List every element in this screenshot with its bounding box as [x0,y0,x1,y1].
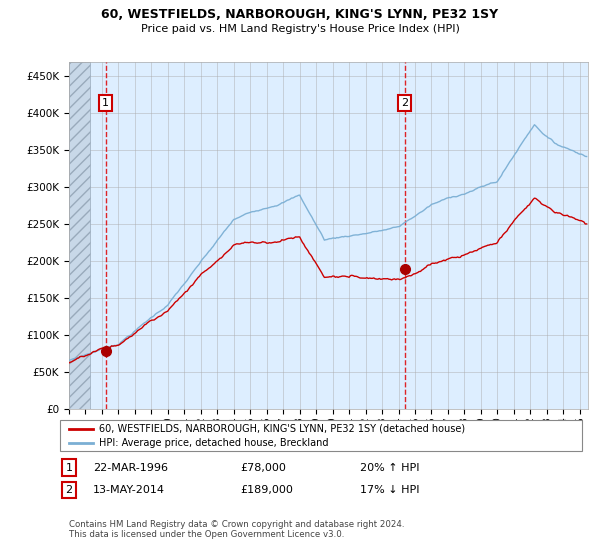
Text: £189,000: £189,000 [240,485,293,495]
Text: Contains HM Land Registry data © Crown copyright and database right 2024.
This d: Contains HM Land Registry data © Crown c… [69,520,404,539]
Text: 17% ↓ HPI: 17% ↓ HPI [360,485,419,495]
Text: 2: 2 [65,485,73,495]
Text: HPI: Average price, detached house, Breckland: HPI: Average price, detached house, Brec… [99,438,329,448]
Text: 2: 2 [401,98,408,108]
Text: Price paid vs. HM Land Registry's House Price Index (HPI): Price paid vs. HM Land Registry's House … [140,24,460,34]
Text: 1: 1 [65,463,73,473]
Text: £78,000: £78,000 [240,463,286,473]
Text: 22-MAR-1996: 22-MAR-1996 [93,463,168,473]
Bar [69,62,91,409]
Text: 13-MAY-2014: 13-MAY-2014 [93,485,165,495]
Text: 60, WESTFIELDS, NARBOROUGH, KING'S LYNN, PE32 1SY (detached house): 60, WESTFIELDS, NARBOROUGH, KING'S LYNN,… [99,423,465,433]
Text: 1: 1 [102,98,109,108]
Text: 60, WESTFIELDS, NARBOROUGH, KING'S LYNN, PE32 1SY: 60, WESTFIELDS, NARBOROUGH, KING'S LYNN,… [101,8,499,21]
Text: 20% ↑ HPI: 20% ↑ HPI [360,463,419,473]
